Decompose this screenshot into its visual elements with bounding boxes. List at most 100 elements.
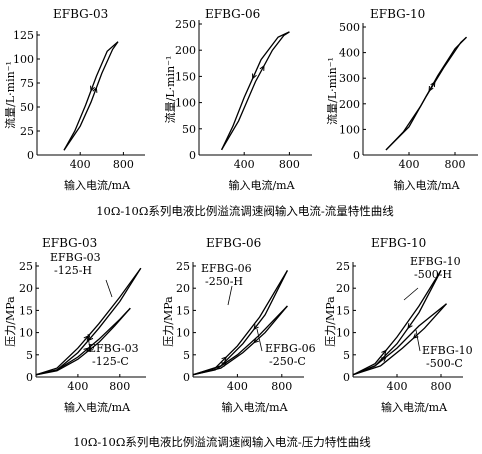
y-tick-label: 25: [20, 125, 34, 138]
y-tick-label: 500: [339, 21, 360, 34]
y-axis-label: 压力/MPa: [324, 296, 337, 347]
curve-annotation: -250-H: [205, 275, 243, 288]
y-tick-label: 250: [175, 18, 196, 31]
series-line: [63, 41, 119, 151]
chart-1: EFBG-03 0 25 50 75 100 125 400 800 输入电流/mA 流量/L·mi…: [3, 7, 145, 192]
series-line: [385, 36, 467, 151]
chart-5: EFBG-06 0 5 10 15 20 25 400 800 输入电流/mA 压力/MPa EFBG…: [162, 236, 316, 414]
chart-title: EFBG-06: [205, 7, 260, 21]
annotation-leader: [415, 329, 421, 352]
curve-annotation: EFBG-03: [50, 251, 101, 264]
series-line: [352, 270, 442, 376]
pressure-caption: 10Ω-10Ω系列电液比例溢流调速阀输入电流-压力特性曲线: [73, 435, 371, 449]
y-tick-label: 20: [336, 282, 350, 295]
x-axis-label: 输入电流/mA: [64, 178, 131, 192]
direction-arrow: [428, 85, 434, 93]
curve-annotation: -125-H: [54, 264, 92, 277]
direction-arrow: [253, 324, 259, 331]
x-axis-label: 输入电流/mA: [228, 178, 295, 192]
y-tick-label: 200: [175, 44, 196, 57]
annotation-leader: [403, 287, 419, 301]
y-tick-label: 25: [176, 260, 190, 273]
y-tick-label: 0: [27, 149, 34, 162]
curve-annotation: EFBG-10: [410, 255, 461, 268]
y-tick-label: 10: [19, 327, 33, 340]
y-axis-label: 压力/MPa: [4, 296, 17, 347]
chart-title: EFBG-10: [371, 236, 426, 250]
y-tick-label: 10: [336, 327, 350, 340]
direction-arrow: [259, 64, 265, 71]
y-tick-label: 400: [339, 47, 360, 60]
x-axis-label: 输入电流/mA: [393, 178, 460, 192]
y-tick-label: 5: [26, 349, 33, 362]
y-tick-label: 100: [175, 97, 196, 110]
y-axis-label: 流量/L·min⁻¹: [325, 57, 339, 125]
x-axis-label: 输入电流/mA: [221, 400, 288, 414]
y-tick-label: 15: [336, 304, 350, 317]
y-tick-label: 0: [343, 371, 350, 384]
curve-annotation: EFBG-03: [88, 342, 139, 355]
x-tick-label: 400: [227, 380, 248, 393]
x-tick-label: 800: [271, 380, 292, 393]
y-tick-label: 0: [183, 371, 190, 384]
curve-annotation: EFBG-10: [422, 344, 473, 357]
x-axis-label: 输入电流/mA: [381, 400, 448, 414]
y-tick-label: 0: [353, 149, 360, 162]
y-tick-label: 5: [343, 349, 350, 362]
series-line: [192, 305, 288, 376]
y-tick-label: 50: [182, 123, 196, 136]
chart-title: EFBG-03: [53, 7, 108, 21]
curve-annotation: -250-C: [269, 355, 306, 368]
x-tick-label: 400: [67, 380, 88, 393]
curve-annotation: -125-C: [92, 355, 129, 368]
curve-annotation: EFBG-06: [201, 262, 252, 275]
series-line: [385, 36, 467, 151]
y-tick-label: 15: [19, 304, 33, 317]
y-tick-label: 5: [183, 349, 190, 362]
chart-2: EFBG-06 0 50 100 150 200 250 400 800 输入电流/mA 流量/L·…: [163, 7, 312, 192]
direction-arrow: [252, 73, 257, 80]
curve-annotation: EFBG-06: [265, 342, 316, 355]
y-axis-label: 流量/L·min⁻¹: [163, 56, 177, 124]
direction-arrow: [407, 323, 413, 330]
annotation-leader: [105, 279, 113, 298]
series-line: [221, 31, 290, 151]
x-tick-label: 800: [279, 158, 300, 171]
series-line: [352, 303, 447, 376]
direction-arrow: [90, 85, 95, 92]
annotation-leader: [87, 333, 91, 352]
x-tick-label: 800: [113, 158, 134, 171]
x-tick-label: 400: [70, 158, 91, 171]
y-tick-label: 50: [20, 101, 34, 114]
direction-arrow: [381, 356, 387, 362]
direction-arrow: [412, 333, 419, 339]
chart-title: EFBG-06: [206, 236, 261, 250]
y-axis-label: 压力/MPa: [162, 296, 175, 347]
y-axis-label: 流量/L·min⁻¹: [3, 61, 17, 129]
y-tick-label: 10: [176, 327, 190, 340]
x-tick-label: 400: [234, 158, 255, 171]
y-tick-label: 25: [336, 260, 350, 273]
direction-arrow: [381, 349, 387, 356]
annotation-leader: [256, 328, 263, 352]
y-tick-label: 20: [19, 282, 33, 295]
chart-6: EFBG-10 0 5 10 15 20 25 400 800 输入电流/mA 压力/MPa EFBG…: [324, 236, 473, 414]
chart-title: EFBG-03: [42, 236, 97, 250]
y-tick-label: 100: [13, 53, 34, 66]
y-tick-label: 15: [176, 304, 190, 317]
flow-caption: 10Ω-10Ω系列电液比例溢流调速阀输入电流-流量特性曲线: [96, 204, 394, 218]
curve-annotation: -500-C: [426, 357, 463, 370]
chart-title: EFBG-10: [370, 7, 425, 21]
direction-arrow: [92, 86, 98, 93]
series-line: [63, 41, 119, 151]
chart-3: EFBG-10 0 100 200 300 400 500 400 800 输入电流/mA 流量/L…: [325, 7, 478, 192]
x-tick-label: 800: [445, 158, 466, 171]
y-tick-label: 300: [339, 72, 360, 85]
x-tick-label: 400: [399, 158, 420, 171]
y-tick-label: 100: [339, 123, 360, 136]
x-tick-label: 800: [109, 380, 130, 393]
series-line: [352, 303, 447, 376]
x-tick-label: 800: [431, 380, 452, 393]
y-tick-label: 0: [26, 371, 33, 384]
